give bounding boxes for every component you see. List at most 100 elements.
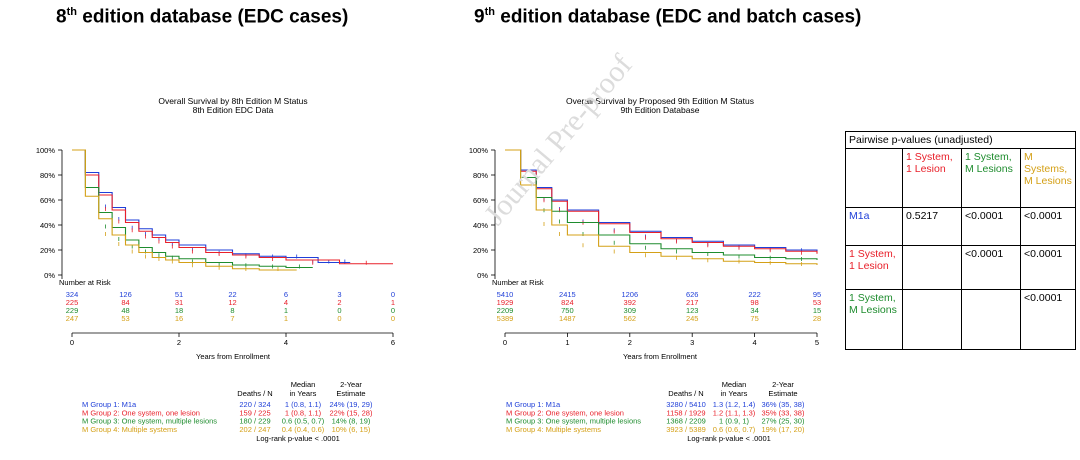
right-risk-count: 222 [748, 290, 761, 299]
right-summary-row-label: M Group 2: One system, one lesion [506, 408, 624, 417]
pvalue-col-header: M Systems, M Lesions [1020, 148, 1076, 208]
right-summary-row-label: M Group 1: M1a [506, 400, 561, 409]
right-risk-count: 98 [750, 298, 758, 307]
right-risk-count: 95 [813, 290, 821, 299]
left-y-tick-label: 100% [36, 146, 56, 155]
left-risk-count: 53 [121, 314, 129, 323]
left-risk-count: 51 [175, 290, 183, 299]
left-summary-median: 1 (0.8, 1.1) [285, 400, 322, 409]
pvalue-cell [902, 289, 962, 350]
right-x-tick-label: 4 [753, 338, 757, 347]
right-risk-count: 28 [813, 314, 821, 323]
pvalue-corner-cell [845, 148, 903, 208]
left-x-tick-label: 2 [177, 338, 181, 347]
left-summary-deaths: 202 / 247 [239, 425, 270, 434]
left-summary-header: in Years [290, 389, 317, 398]
right-summary-estimate: 36% (35, 38) [762, 400, 805, 409]
pvalue-row-header-line1: 1 System, [849, 292, 896, 304]
left-risk-count: 3 [337, 290, 341, 299]
left-risk-count: 0 [337, 306, 341, 315]
left-risk-count: 229 [66, 306, 79, 315]
right-x-tick-label: 2 [628, 338, 632, 347]
pvalue-cell [961, 289, 1021, 350]
right-summary-row-label: M Group 3: One system, multiple lesions [506, 417, 641, 426]
right-x-tick-label: 1 [565, 338, 569, 347]
left-summary-deaths: 220 / 324 [239, 400, 270, 409]
right-logrank-text: Log-rank p-value < .0001 [687, 434, 771, 443]
right-risk-label: Number at Risk [492, 278, 544, 287]
left-risk-count: 16 [175, 314, 183, 323]
pvalue-col-header: 1 System, M Lesions [961, 148, 1021, 208]
right-risk-count: 75 [750, 314, 758, 323]
right-risk-count: 2209 [497, 306, 514, 315]
right-risk-count: 245 [686, 314, 699, 323]
right-summary-median: 1.2 (1.1, 1.3) [713, 408, 756, 417]
left-summary-header: Deaths / N [237, 389, 272, 398]
left-summary-estimate: 10% (6, 15) [332, 425, 371, 434]
left-risk-count: 22 [228, 290, 236, 299]
right-summary-header: Deaths / N [668, 389, 703, 398]
right-summary-deaths: 1368 / 2209 [666, 417, 706, 426]
right-summary-median: 0.6 (0.6, 0.7) [713, 425, 756, 434]
left-risk-count: 4 [284, 298, 288, 307]
left-risk-count: 0 [391, 314, 395, 323]
right-x-tick-label: 5 [815, 338, 819, 347]
right-summary-header: Median [722, 380, 747, 389]
right-chart-subtitle: 9th Edition Database [621, 105, 700, 115]
pvalue-row-header-line2: 1 Lesion [849, 260, 889, 272]
left-summary-row-label: M Group 4: Multiple systems [82, 425, 177, 434]
left-y-tick-label: 80% [40, 171, 55, 180]
pvalue-row-header: M1a [845, 207, 903, 246]
left-risk-count: 1 [284, 306, 288, 315]
left-summary-row-label: M Group 2: One system, one lesion [82, 408, 200, 417]
left-risk-count: 0 [391, 306, 395, 315]
left-risk-count: 2 [337, 298, 341, 307]
left-risk-count: 31 [175, 298, 183, 307]
left-summary-median: 0.4 (0.4, 0.6) [282, 425, 325, 434]
left-risk-count: 1 [391, 298, 395, 307]
left-panel-heading: 8th edition database (EDC cases) [56, 6, 349, 28]
right-risk-count: 824 [561, 298, 574, 307]
right-y-tick-label: 20% [473, 246, 488, 255]
left-risk-count: 324 [66, 290, 79, 299]
right-risk-count: 53 [813, 298, 821, 307]
pvalue-cell [902, 245, 962, 290]
right-summary-header: Estimate [768, 389, 797, 398]
left-x-axis-label: Years from Enrollment [196, 352, 271, 361]
right-summary-estimate: 35% (33, 38) [762, 408, 805, 417]
left-risk-count: 12 [228, 298, 236, 307]
pvalue-row-header-line1: 1 System, [849, 248, 896, 260]
right-risk-count: 1206 [621, 290, 638, 299]
right-summary-header: 2-Year [772, 380, 794, 389]
right-summary-estimate: 27% (25, 30) [762, 417, 805, 426]
right-risk-count: 562 [624, 314, 637, 323]
right-risk-count: 5410 [497, 290, 514, 299]
right-y-tick-label: 0% [477, 271, 488, 280]
left-risk-count: 126 [119, 290, 132, 299]
left-summary-estimate: 14% (8, 19) [332, 417, 371, 426]
left-risk-count: 6 [284, 290, 288, 299]
pvalue-cell: <0.0001 [1020, 207, 1076, 246]
right-risk-count: 626 [686, 290, 699, 299]
pvalue-row-header: 1 System, 1 Lesion [845, 245, 903, 290]
right-summary-median: 1.3 (1.2, 1.4) [713, 400, 756, 409]
left-risk-count: 0 [337, 314, 341, 323]
left-y-tick-label: 20% [40, 246, 55, 255]
left-summary-estimate: 22% (15, 28) [330, 408, 373, 417]
right-summary-deaths: 3923 / 5389 [666, 425, 706, 434]
right-risk-count: 123 [686, 306, 699, 315]
right-risk-count: 309 [624, 306, 637, 315]
right-x-axis-label: Years from Enrollment [623, 352, 698, 361]
right-summary-median: 1 (0.9, 1) [719, 417, 750, 426]
left-x-tick-label: 0 [70, 338, 74, 347]
right-summary-deaths: 1158 / 1929 [666, 408, 705, 417]
right-risk-count: 2415 [559, 290, 576, 299]
right-x-tick-label: 0 [503, 338, 507, 347]
left-survival-curve [72, 149, 313, 269]
left-y-tick-label: 60% [40, 196, 55, 205]
left-y-tick-label: 40% [40, 221, 55, 230]
left-risk-count: 18 [175, 306, 183, 315]
left-survival-curve [72, 149, 297, 271]
pvalue-col-header-line2: M Lesions [965, 163, 1013, 175]
left-survival-curve [72, 149, 393, 265]
